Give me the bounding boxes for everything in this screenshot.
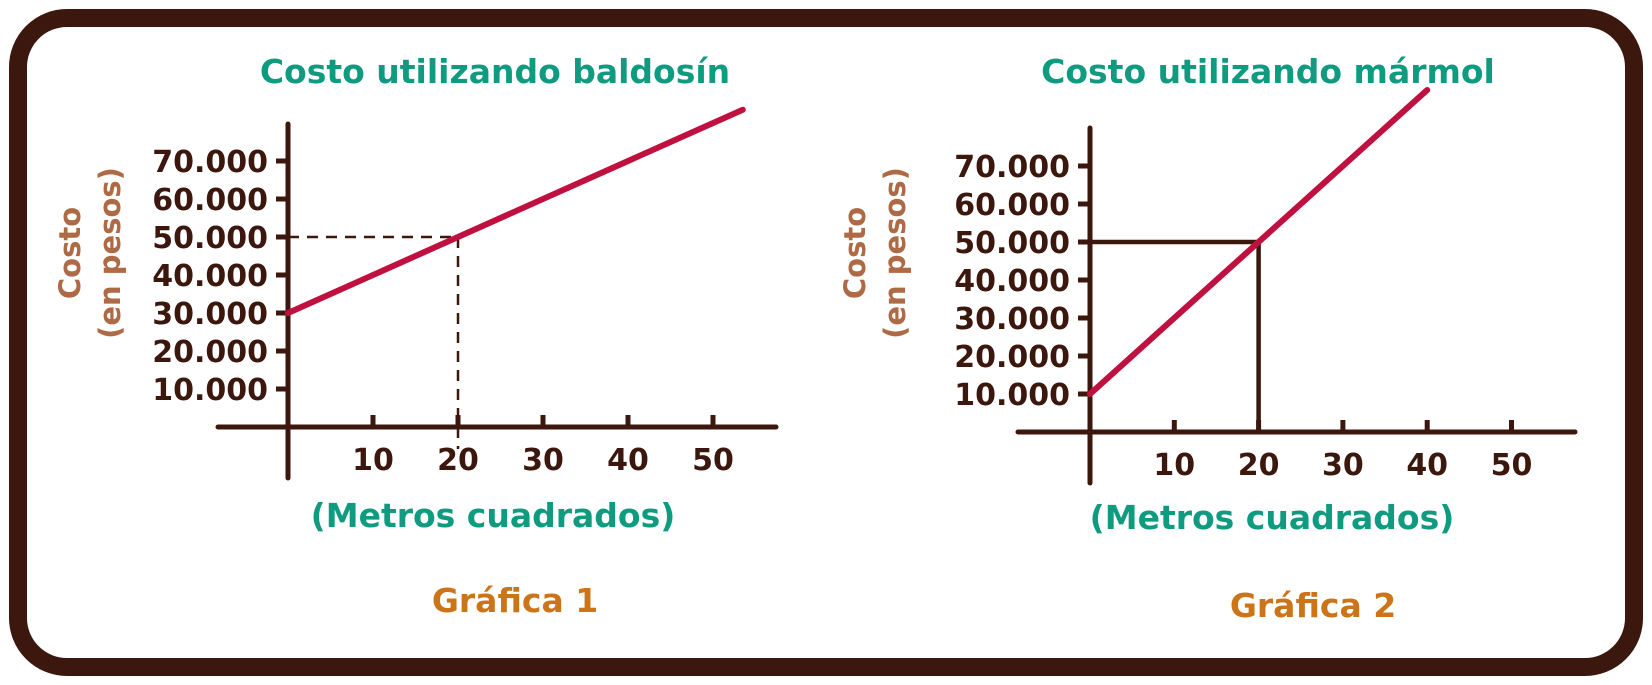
x-tick-label: 30 (1322, 448, 1364, 483)
x-tick-label: 20 (1238, 448, 1280, 483)
y-tick-label: 40.000 (152, 259, 268, 294)
y-tick-label: 50.000 (152, 221, 268, 256)
y-tick-label: 70.000 (152, 145, 268, 180)
x-axis-label: (Metros cuadrados) (311, 496, 676, 535)
y-tick-label: 30.000 (954, 302, 1070, 337)
series-line (1087, 87, 1431, 397)
x-axis-label: (Metros cuadrados) (1090, 498, 1455, 537)
y-tick-label: 20.000 (152, 335, 268, 370)
chart-frame (9, 9, 1643, 676)
chart-title: Costo utilizando mármol (1041, 52, 1495, 91)
x-tick-label: 40 (1406, 448, 1448, 483)
y-axis-label-line-2: (en pesos) (93, 167, 127, 339)
y-tick-label: 10.000 (152, 373, 268, 408)
x-tick-label: 10 (352, 443, 394, 478)
chart-2-marmol: Costo utilizando mármol Costo (en pesos)… (838, 52, 1578, 625)
series-line (285, 106, 746, 316)
chart-1-baldosin: Costo utilizando baldosín Costo (en peso… (53, 52, 779, 620)
x-tick-label: 10 (1153, 448, 1195, 483)
y-tick-label: 60.000 (954, 188, 1070, 223)
y-axis-label-line-1: Costo (53, 207, 87, 299)
y-tick-label: 10.000 (954, 378, 1070, 413)
y-tick-label: 30.000 (152, 297, 268, 332)
y-tick-label: 70.000 (954, 150, 1070, 185)
y-axis-label-line-2: (en pesos) (878, 167, 912, 339)
x-tick-label: 50 (692, 443, 734, 478)
y-axis-label-line-1: Costo (838, 207, 872, 299)
y-tick-label: 40.000 (954, 264, 1070, 299)
x-tick-label: 30 (522, 443, 564, 478)
chart-title: Costo utilizando baldosín (260, 52, 730, 91)
x-tick-label: 40 (607, 443, 649, 478)
x-tick-label: 50 (1491, 448, 1533, 483)
y-tick-label: 60.000 (152, 183, 268, 218)
y-tick-label: 20.000 (954, 340, 1070, 375)
chart-caption: Gráfica 2 (1230, 586, 1396, 625)
chart-caption: Gráfica 1 (432, 581, 598, 620)
y-tick-label: 50.000 (954, 226, 1070, 261)
